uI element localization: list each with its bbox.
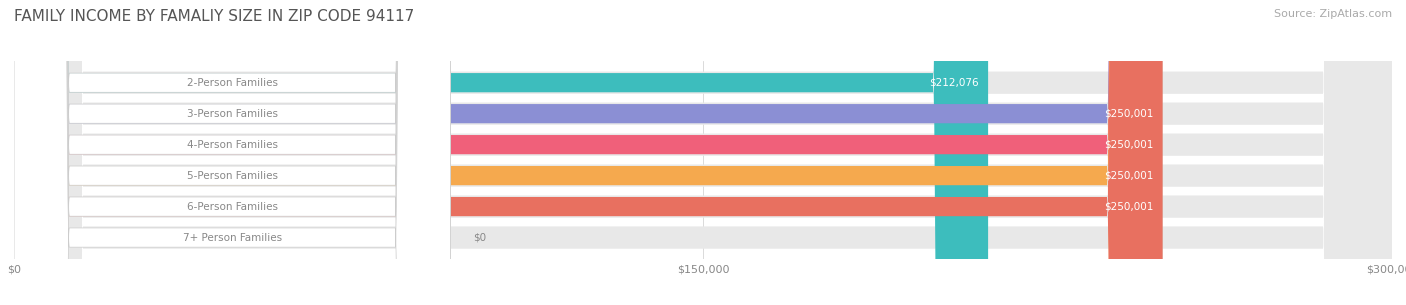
Text: Source: ZipAtlas.com: Source: ZipAtlas.com xyxy=(1274,9,1392,19)
FancyBboxPatch shape xyxy=(14,0,450,305)
FancyBboxPatch shape xyxy=(14,0,1163,305)
FancyBboxPatch shape xyxy=(14,0,450,305)
FancyBboxPatch shape xyxy=(14,0,1392,305)
FancyBboxPatch shape xyxy=(14,0,1163,305)
FancyBboxPatch shape xyxy=(14,0,1392,305)
Text: 5-Person Families: 5-Person Families xyxy=(187,170,278,181)
FancyBboxPatch shape xyxy=(14,0,1163,305)
FancyBboxPatch shape xyxy=(14,0,1392,305)
FancyBboxPatch shape xyxy=(14,0,450,305)
Text: $0: $0 xyxy=(474,233,486,242)
Text: 6-Person Families: 6-Person Families xyxy=(187,202,278,212)
FancyBboxPatch shape xyxy=(14,0,1392,305)
Text: 4-Person Families: 4-Person Families xyxy=(187,140,278,150)
Text: 7+ Person Families: 7+ Person Families xyxy=(183,233,281,242)
FancyBboxPatch shape xyxy=(14,0,988,305)
Text: 2-Person Families: 2-Person Families xyxy=(187,78,278,88)
Text: $212,076: $212,076 xyxy=(929,78,979,88)
FancyBboxPatch shape xyxy=(14,0,1163,305)
Text: 3-Person Families: 3-Person Families xyxy=(187,109,278,119)
Text: $250,001: $250,001 xyxy=(1104,109,1153,119)
FancyBboxPatch shape xyxy=(14,0,450,305)
Text: $250,001: $250,001 xyxy=(1104,202,1153,212)
FancyBboxPatch shape xyxy=(14,0,1392,305)
FancyBboxPatch shape xyxy=(14,0,1392,305)
FancyBboxPatch shape xyxy=(14,0,450,305)
FancyBboxPatch shape xyxy=(14,0,450,305)
Text: FAMILY INCOME BY FAMALIY SIZE IN ZIP CODE 94117: FAMILY INCOME BY FAMALIY SIZE IN ZIP COD… xyxy=(14,9,415,24)
Text: $250,001: $250,001 xyxy=(1104,140,1153,150)
Text: $250,001: $250,001 xyxy=(1104,170,1153,181)
